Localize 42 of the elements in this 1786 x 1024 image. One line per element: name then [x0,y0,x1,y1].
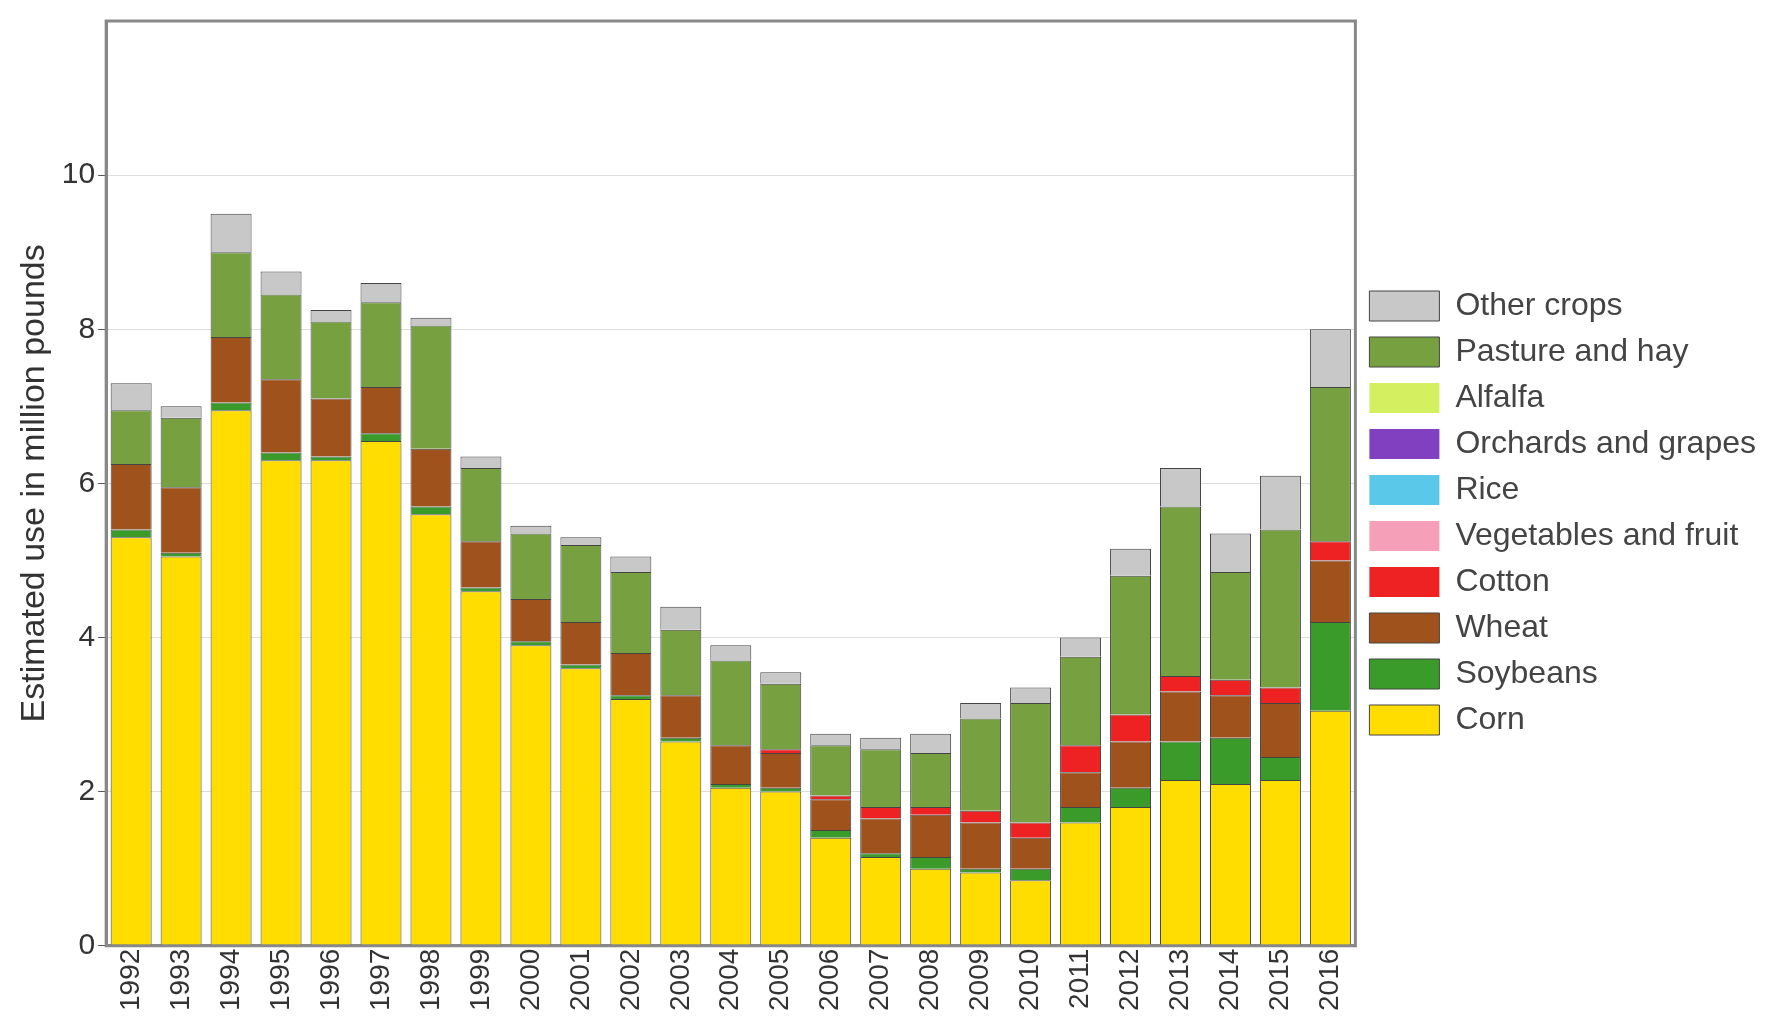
x-tick-label: 1999 [463,948,495,1012]
x-tick-label: 2005 [763,948,795,1012]
legend-label: Rice [1455,469,1520,506]
y-tick-label: 2 [78,772,96,806]
x-tick-label: 2007 [863,948,895,1012]
x-tick-label: 2006 [813,948,845,1012]
x-tick-label: 2009 [963,948,995,1012]
x-tick-label: 2002 [613,948,645,1012]
x-tick-label: 1998 [413,948,445,1012]
x-tick-label: 2012 [1113,948,1145,1012]
legend-label: Wheat [1455,607,1548,644]
x-tick-label: 2008 [913,948,945,1012]
x-tick-label: 1994 [213,948,245,1012]
x-tick-label: 2003 [663,948,695,1012]
x-tick-label: 1993 [163,948,195,1012]
x-tick-label: 2016 [1313,948,1345,1012]
y-axis-title: Estimated use in million pounds [12,244,51,723]
y-tick-label: 0 [78,926,96,960]
x-tick-label: 1996 [313,948,345,1012]
x-tick-label: 2000 [513,948,545,1012]
y-tick-label: 10 [61,156,96,190]
y-tick-label: 8 [78,310,96,344]
x-tick-label: 2010 [1013,948,1045,1012]
legend-label: Alfalfa [1455,377,1545,414]
x-tick-label: 2013 [1163,948,1195,1012]
legend-label: Orchards and grapes [1455,423,1756,460]
x-tick-label: 2004 [713,948,745,1012]
y-tick-label: 4 [78,618,96,652]
x-tick-label: 1997 [363,948,395,1012]
legend-label: Corn [1455,699,1525,736]
legend-label: Pasture and hay [1455,331,1689,368]
legend-label: Cotton [1455,561,1550,598]
y-tick-label: 6 [78,464,96,498]
x-tick-label: 2014 [1213,948,1245,1012]
x-tick-label: 2015 [1263,948,1295,1012]
x-tick-label: 1995 [263,948,295,1012]
legend-label: Soybeans [1455,653,1598,690]
legend-label: Vegetables and fruit [1455,515,1739,552]
x-tick-label: 2001 [563,948,595,1012]
legend-label: Other crops [1455,285,1623,322]
x-tick-label: 2011 [1063,948,1095,1009]
x-tick-label: 1992 [113,948,145,1012]
